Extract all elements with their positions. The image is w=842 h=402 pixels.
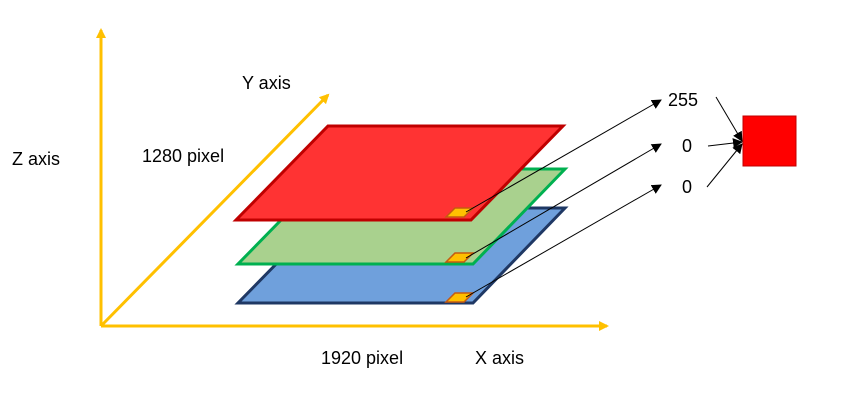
red-value-label: 255: [668, 90, 698, 110]
green-pixel-connector: [465, 143, 662, 259]
height-pixel-label: 1280 pixel: [142, 146, 224, 166]
y-axis-line: [99, 93, 330, 328]
width-pixel-label: 1920 pixel: [321, 348, 403, 368]
z-axis-label: Z axis: [12, 149, 60, 169]
y-axis-label: Y axis: [242, 73, 291, 93]
green-value-label: 0: [682, 136, 692, 156]
red-channel-layer: [232, 124, 567, 222]
x-axis-label: X axis: [475, 348, 524, 368]
blue-value-connector: [706, 143, 743, 188]
green-layer-pixel: [444, 252, 475, 263]
result-pixel-swatch: [742, 115, 797, 167]
blue-value-label: 0: [682, 177, 692, 197]
green-value-connector: [707, 138, 743, 149]
red-pixel-connector: [465, 99, 662, 213]
blue-pixel-connector: [465, 184, 662, 298]
red-value-connector: [715, 96, 743, 142]
